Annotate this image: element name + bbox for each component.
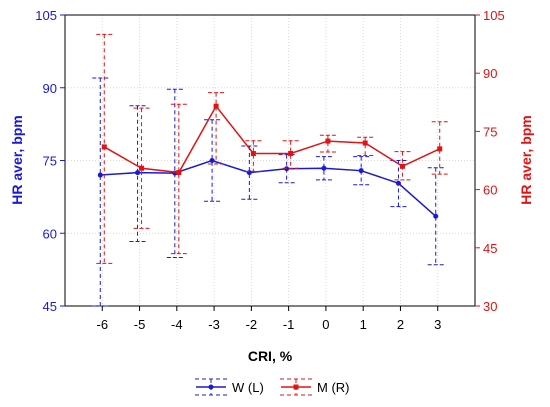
y-left-tick-label: 75	[43, 154, 57, 169]
point-m	[325, 138, 331, 144]
legend-m-marker	[293, 384, 299, 390]
x-tick-label: 1	[360, 317, 367, 332]
y-right-tick-label: 60	[483, 183, 497, 198]
y-axis-right-title: HR aver, bpm	[518, 115, 534, 204]
x-tick-label: 3	[434, 317, 441, 332]
legend: W (L) M (R)	[195, 378, 350, 396]
series-layer	[92, 33, 448, 307]
point-w	[97, 172, 103, 178]
y-axis-left-title: HR aver, bpm	[9, 115, 25, 204]
series-line-m	[103, 104, 441, 174]
point-w	[395, 180, 401, 186]
x-tick-label: -4	[171, 317, 183, 332]
x-tick-label: -6	[96, 317, 108, 332]
series-line-w	[100, 159, 437, 217]
point-m	[213, 103, 219, 109]
y-left-tick-label: 90	[43, 81, 57, 96]
legend-w-marker	[208, 384, 214, 390]
point-w	[358, 168, 364, 174]
legend-item-m: M (R)	[280, 378, 350, 396]
y-right-tick-label: 75	[483, 124, 497, 139]
point-m	[101, 144, 107, 150]
point-m	[176, 170, 182, 176]
y-right-tick-label: 30	[483, 299, 497, 314]
y-left-tick-label: 60	[43, 226, 57, 241]
point-w	[135, 170, 141, 176]
x-tick-label: -3	[208, 317, 220, 332]
point-m	[288, 151, 294, 157]
legend-m-label: M (R)	[317, 380, 350, 395]
x-tick-label: -5	[134, 317, 146, 332]
point-m	[362, 140, 368, 146]
x-axis-title: CRI, %	[248, 348, 293, 364]
point-w	[433, 213, 439, 219]
point-m	[139, 165, 145, 171]
x-tick-label: -2	[246, 317, 258, 332]
point-m	[399, 163, 405, 169]
x-tick-label: 2	[397, 317, 404, 332]
y-right-tick-label: 45	[483, 241, 497, 256]
point-w	[321, 165, 327, 171]
point-m	[437, 146, 443, 152]
x-tick-label: 0	[322, 317, 329, 332]
y-right-tick-label: 105	[483, 8, 505, 23]
point-w	[209, 158, 215, 163]
y-left-tick-label: 45	[43, 299, 57, 314]
legend-item-w: W (L)	[195, 378, 264, 396]
point-m	[250, 151, 256, 157]
x-tick-label: -1	[283, 317, 295, 332]
axes: -6 -5 -4 -3 -2 -1 0 1 2 3 45 60 75 90 105 30 45 60 75 90 105	[35, 8, 504, 332]
legend-w-label: W (L)	[232, 380, 264, 395]
y-right-tick-label: 90	[483, 66, 497, 81]
y-left-tick-label: 105	[35, 8, 57, 23]
